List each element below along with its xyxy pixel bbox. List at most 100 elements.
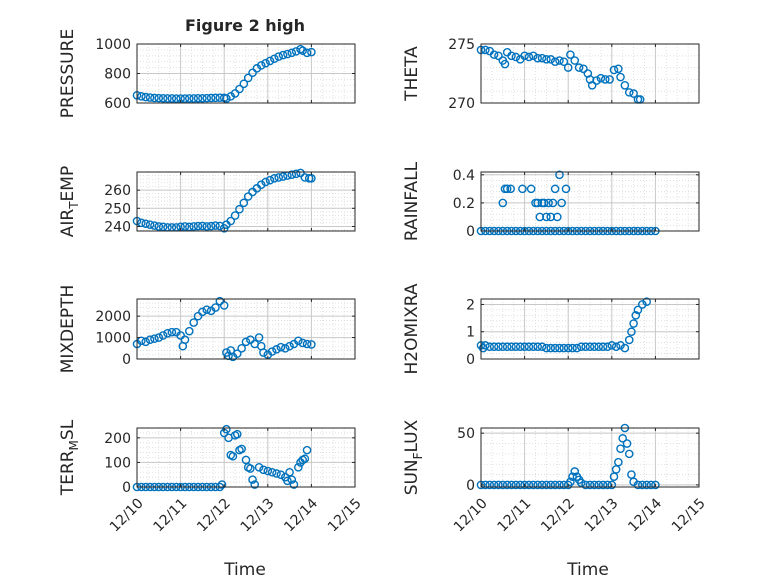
y-axis-label: AIRTEMP bbox=[58, 166, 81, 237]
data-point bbox=[559, 57, 569, 67]
data-point bbox=[629, 319, 638, 328]
data-point bbox=[189, 318, 198, 327]
data-point bbox=[624, 449, 634, 459]
data-point bbox=[189, 222, 198, 231]
y-tick-label: 0 bbox=[122, 480, 131, 496]
subplot-theta: 270 275 THETA bbox=[402, 37, 700, 112]
data-point bbox=[141, 219, 151, 229]
data-point bbox=[581, 342, 590, 352]
axes-frame bbox=[480, 298, 700, 360]
data-point bbox=[620, 81, 630, 90]
data-point bbox=[261, 58, 270, 68]
data-point bbox=[193, 93, 203, 103]
data-point bbox=[137, 92, 146, 101]
data-point bbox=[507, 342, 516, 352]
tick-marks bbox=[136, 172, 356, 231]
data-point bbox=[280, 343, 290, 353]
data-point bbox=[185, 222, 194, 232]
data-point bbox=[154, 222, 164, 231]
data-point bbox=[237, 444, 246, 454]
y-tick-label: 250 bbox=[104, 201, 131, 217]
y-axis-label: RAINFALL bbox=[402, 161, 422, 241]
data-point bbox=[614, 457, 623, 467]
data-point bbox=[520, 51, 529, 61]
data-point bbox=[533, 342, 542, 352]
data-point bbox=[550, 57, 560, 67]
y-axis-label-tail: SL bbox=[58, 419, 78, 440]
data-point bbox=[158, 93, 168, 103]
data-point bbox=[298, 338, 307, 348]
data-point bbox=[198, 221, 207, 231]
data-point bbox=[150, 93, 159, 103]
data-point bbox=[274, 52, 284, 61]
data-point bbox=[285, 467, 294, 477]
data-point bbox=[629, 89, 638, 98]
data-point bbox=[494, 51, 503, 61]
data-point bbox=[246, 464, 255, 473]
data-point bbox=[193, 311, 203, 321]
data-point bbox=[598, 342, 608, 352]
y-tick-label: 0 bbox=[122, 352, 131, 368]
data-point bbox=[283, 49, 292, 59]
chart-title: Figure 2 high bbox=[185, 16, 305, 35]
data-point bbox=[289, 480, 299, 489]
data-point bbox=[176, 331, 185, 340]
y-tick-label: 200 bbox=[104, 431, 131, 447]
data-point bbox=[276, 470, 286, 480]
data-point bbox=[307, 340, 316, 349]
data-point bbox=[189, 94, 198, 103]
data-point bbox=[498, 198, 508, 208]
data-point bbox=[154, 333, 164, 342]
series-markers bbox=[132, 296, 316, 362]
data-point bbox=[553, 212, 562, 222]
data-point bbox=[276, 342, 286, 352]
data-point bbox=[544, 198, 553, 208]
data-point bbox=[150, 221, 159, 230]
y-axis-label-subscript: M bbox=[67, 440, 81, 450]
data-point bbox=[574, 63, 584, 72]
data-point bbox=[563, 343, 573, 353]
axes-frame bbox=[136, 298, 356, 360]
data-point bbox=[291, 169, 301, 179]
data-point bbox=[222, 424, 231, 434]
data-point bbox=[198, 307, 207, 317]
data-point bbox=[270, 174, 279, 183]
data-point bbox=[557, 198, 566, 208]
data-point bbox=[158, 331, 168, 340]
data-point bbox=[261, 177, 270, 187]
data-point bbox=[524, 342, 534, 352]
axes-background bbox=[481, 172, 699, 231]
data-point bbox=[145, 335, 155, 345]
data-point bbox=[137, 336, 146, 346]
data-point bbox=[274, 173, 284, 182]
data-point bbox=[235, 204, 244, 214]
y-axis-label-main: TERR bbox=[58, 450, 78, 496]
data-point bbox=[507, 480, 516, 490]
y-tick-label: 260 bbox=[104, 183, 131, 199]
data-point bbox=[167, 94, 177, 103]
data-point bbox=[511, 342, 521, 352]
data-point bbox=[494, 342, 503, 352]
data-point bbox=[570, 467, 580, 476]
tick-marks bbox=[136, 428, 356, 488]
data-point bbox=[596, 73, 606, 83]
series-markers bbox=[476, 45, 645, 104]
data-point bbox=[603, 342, 612, 352]
y-axis-label: THETA bbox=[402, 46, 422, 102]
data-point bbox=[515, 342, 525, 352]
data-point bbox=[215, 296, 225, 306]
data-point bbox=[298, 46, 307, 55]
axes-frame bbox=[480, 171, 700, 232]
y-axis-label: TERRMSL bbox=[58, 419, 81, 496]
data-point bbox=[537, 342, 547, 352]
data-point bbox=[587, 81, 597, 90]
x-axis-label-left: Time bbox=[223, 560, 266, 580]
data-point bbox=[498, 342, 508, 352]
data-point bbox=[576, 478, 586, 488]
data-point bbox=[211, 221, 220, 230]
data-point bbox=[529, 342, 538, 352]
data-point bbox=[198, 93, 207, 103]
data-point bbox=[563, 63, 573, 72]
data-point bbox=[248, 68, 257, 78]
y-axis-label: PRESSURE bbox=[58, 29, 78, 118]
